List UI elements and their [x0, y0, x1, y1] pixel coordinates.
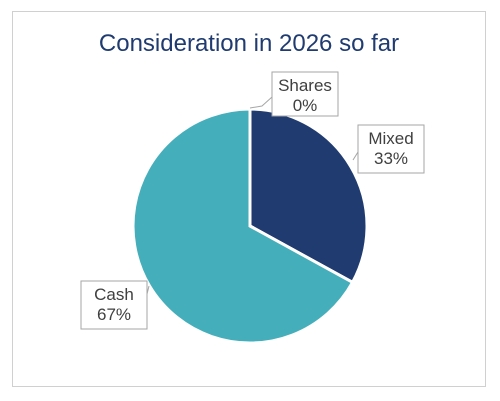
category-label: Cash [94, 285, 134, 304]
pie-slices [131, 107, 369, 345]
callout-box [271, 71, 339, 117]
category-label: Shares [278, 76, 332, 95]
value-label: 33% [374, 149, 408, 168]
callout-leader [352, 151, 359, 161]
chart-title: Consideration in 2026 so far [98, 30, 400, 57]
callout-leader [146, 285, 150, 295]
category-label: Mixed [368, 129, 413, 148]
callout-leader [249, 96, 273, 109]
value-label: 67% [97, 305, 131, 324]
value-label: 0% [293, 96, 318, 115]
slice-cash [131, 107, 355, 345]
callout-box [80, 280, 148, 330]
callout-box [357, 124, 425, 174]
